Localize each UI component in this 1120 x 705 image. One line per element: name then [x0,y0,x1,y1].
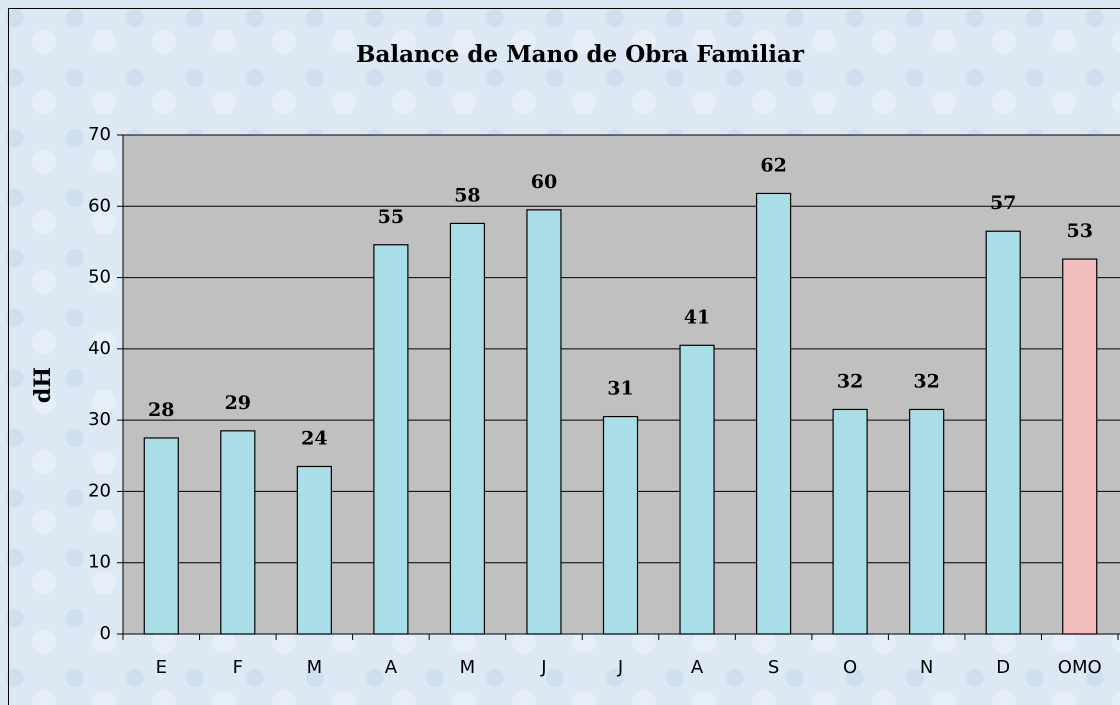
bar [220,430,256,635]
y-tick-label: 20 [88,480,111,501]
y-tick-label: 10 [88,552,111,573]
bar [449,222,486,635]
y-tick-label: 70 [88,124,111,145]
x-tick-label: N [920,657,933,678]
x-tick-label: OMO [1058,657,1102,678]
value-label: 58 [454,184,480,206]
y-tick-label: 50 [88,267,111,288]
y-tick-label: 0 [100,623,111,644]
x-tick-label: O [843,657,857,678]
value-label: 53 [1067,220,1093,242]
x-tick-label: A [385,657,398,678]
value-label: 28 [148,399,174,421]
value-label: 41 [684,306,710,328]
x-tick-label: A [691,657,704,678]
value-label: 29 [225,392,251,414]
y-tick-label: 30 [88,409,111,430]
bar [1062,258,1098,635]
bar [373,244,409,635]
bar [679,344,715,635]
bar [909,408,945,635]
value-label: 55 [378,206,404,228]
y-tick-label: 60 [88,195,111,216]
value-label: 57 [990,192,1016,214]
value-label: 32 [913,370,939,392]
bar [296,465,332,635]
x-tick-label: D [996,657,1010,678]
value-label: 62 [760,154,786,176]
bar [143,437,179,635]
y-axis-label: dH [30,367,56,403]
value-label: 24 [301,427,327,449]
value-label: 32 [837,370,863,392]
x-tick-label: M [307,657,323,678]
x-tick-label: J [540,657,546,678]
bar [526,209,562,635]
value-label: 31 [607,378,633,400]
y-tick-label: 40 [88,338,111,359]
frame [8,8,1120,705]
value-label: 60 [531,171,557,193]
x-tick-label: M [460,657,476,678]
chart-title: Balance de Mano de Obra Familiar [356,41,805,68]
x-tick-label: S [768,657,779,678]
x-tick-label: F [233,657,243,678]
x-tick-label: J [617,657,623,678]
bar [985,230,1021,635]
x-tick-label: E [156,657,167,678]
bar [602,415,639,635]
bar [755,192,792,635]
bar [832,408,868,635]
